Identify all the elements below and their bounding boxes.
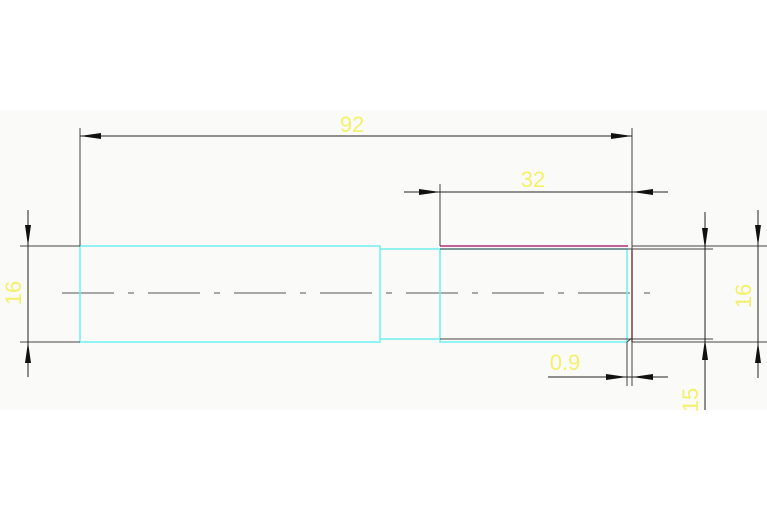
arrow-head (755, 225, 761, 246)
dimension-32[interactable]: 32 (404, 167, 668, 195)
dimension-16-right[interactable]: 16 (731, 210, 761, 378)
dim-text-16-left: 16 (1, 281, 26, 305)
drawing-area (0, 110, 767, 410)
arrow-head (755, 342, 761, 363)
arrow-head (606, 374, 627, 380)
arrow-head (702, 339, 708, 360)
dimension-16-left[interactable]: 16 (1, 210, 31, 377)
dim-text-15: 15 (678, 388, 703, 412)
arrow-head (25, 342, 31, 363)
arrow-head (419, 189, 440, 195)
arrow-head (632, 189, 653, 195)
dim-text-32: 32 (521, 167, 545, 192)
dimension-92[interactable]: 92 (80, 112, 632, 139)
arrow-head (611, 133, 632, 139)
dimension-0-9[interactable]: 0.9 (548, 350, 668, 380)
dim-text-92: 92 (340, 112, 364, 137)
arrow-head (25, 225, 31, 246)
dim-text-16-right: 16 (731, 284, 756, 308)
arrow-head (702, 228, 708, 249)
arrow-head (80, 133, 101, 139)
left-cylinder[interactable] (79, 245, 381, 343)
dimension-15[interactable]: 15 (678, 212, 708, 412)
dim-text-0-9: 0.9 (550, 350, 581, 375)
arrow-head (632, 374, 653, 380)
